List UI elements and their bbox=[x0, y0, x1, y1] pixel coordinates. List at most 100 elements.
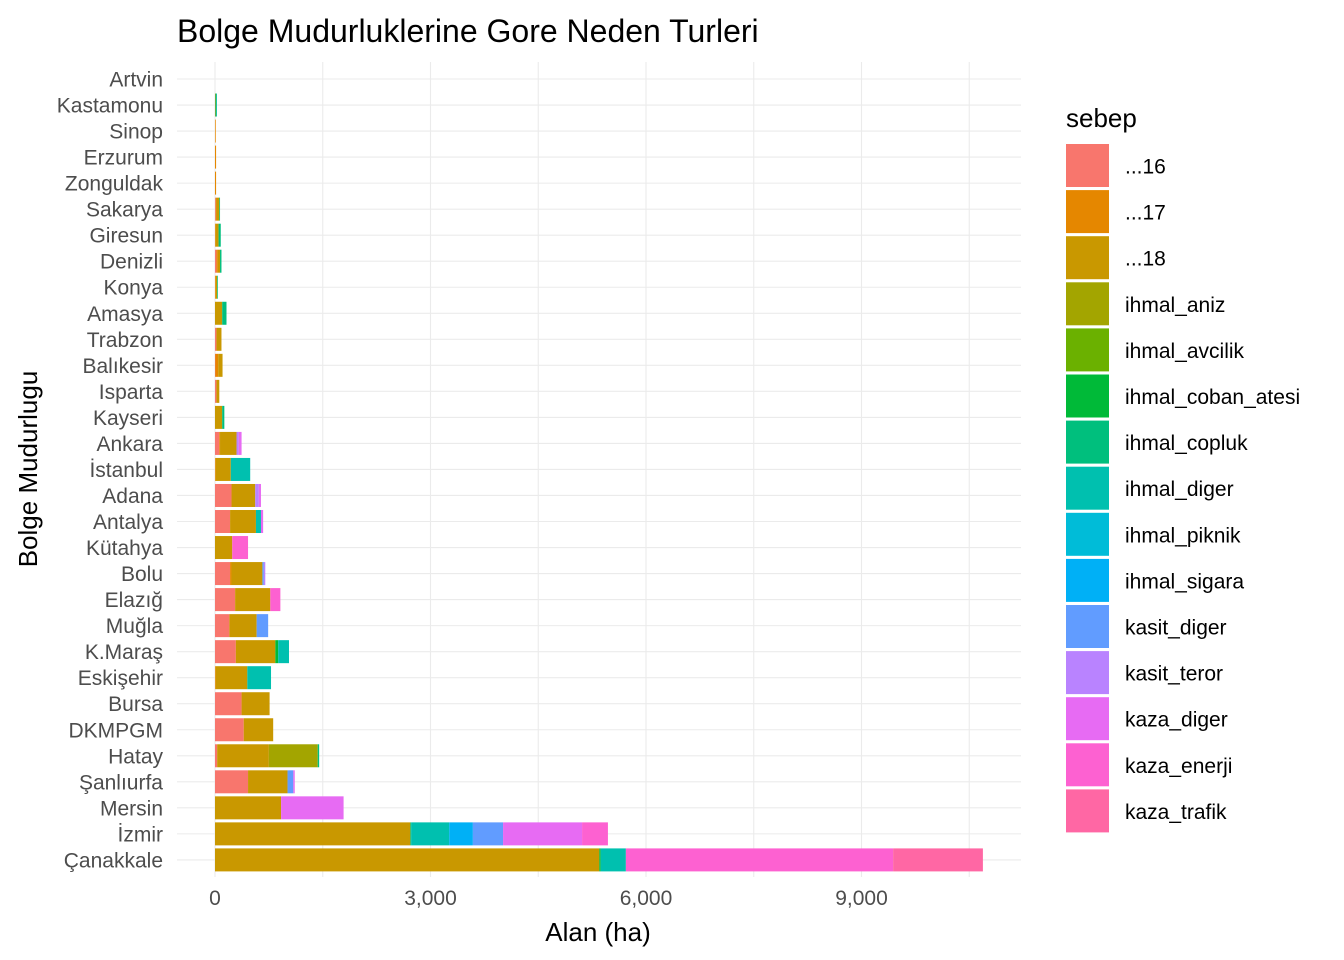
bar-segment-mu-la-kasit-diger bbox=[256, 614, 269, 638]
bar-segment-k-mara-ihmal-coban-atesi bbox=[275, 640, 279, 664]
x-tick-label: 9,000 bbox=[835, 887, 888, 910]
y-tick-label: Mersin bbox=[100, 797, 163, 820]
bar-stack-bal-kesir bbox=[215, 353, 223, 377]
bar-segment-konya-18 bbox=[215, 275, 218, 299]
legend-label: kaza_enerji bbox=[1125, 755, 1232, 778]
bar-segment-i-zmir-kasit-diger bbox=[472, 822, 504, 846]
bar-segment-bal-kesir-16 bbox=[215, 353, 216, 377]
y-axis-title: Bolge Mudurlugu bbox=[13, 371, 43, 568]
bar-stack-antalya bbox=[215, 510, 264, 534]
y-tick-label: Antalya bbox=[93, 511, 163, 534]
y-tick-label: Kütahya bbox=[86, 537, 163, 560]
bar-segment-i-zmir-ihmal-copluk bbox=[410, 822, 412, 846]
legend-item-ihmal-diger: ihmal_diger bbox=[1066, 466, 1234, 510]
y-tick-label: Eskişehir bbox=[78, 667, 163, 690]
bar-segment-anakkale-kaza-trafik bbox=[893, 848, 983, 872]
bar-segment-antalya-16 bbox=[215, 510, 231, 534]
y-tick-label: Adana bbox=[102, 485, 163, 508]
bar-stack-trabzon bbox=[215, 327, 222, 351]
y-tick-label: Sinop bbox=[109, 121, 163, 144]
bar-segment-sakarya-16 bbox=[215, 197, 216, 221]
y-tick-label: Erzurum bbox=[84, 147, 163, 170]
bar-segment-bolu-16 bbox=[215, 562, 231, 586]
bar-segment-elaz-16 bbox=[215, 588, 236, 612]
legend-items: ...16 ...17 ...18 ihmal_aniz ihmal_avcilikih… bbox=[1066, 144, 1300, 833]
bar-stack-giresun bbox=[215, 223, 221, 247]
bar-segment-hatay-ihmal-aniz bbox=[268, 744, 318, 768]
chart-title: Bolge Mudurluklerine Gore Neden Turleri bbox=[177, 13, 759, 49]
bar-stack-adana bbox=[215, 483, 261, 507]
y-tick-label: Sakarya bbox=[86, 199, 163, 222]
y-tick-label: Kayseri bbox=[93, 407, 163, 430]
legend-label: ...17 bbox=[1125, 202, 1166, 225]
bar-segment-hatay-18 bbox=[217, 744, 269, 768]
legend-label: ihmal_piknik bbox=[1125, 524, 1241, 547]
legend-item-17: ...17 bbox=[1066, 190, 1166, 234]
bar-stack-i-stanbul bbox=[215, 457, 251, 481]
bar-stack-elaz bbox=[215, 588, 281, 612]
legend-title: sebep bbox=[1066, 103, 1137, 133]
legend-swatch bbox=[1066, 190, 1109, 234]
legend-item-ihmal-sigara: ihmal_sigara bbox=[1066, 558, 1244, 602]
bar-segment-antalya-kaza-diger bbox=[260, 510, 264, 534]
legend-item-ihmal-copluk: ihmal_copluk bbox=[1066, 420, 1248, 464]
bar-segment-k-mara-ihmal-diger bbox=[278, 640, 289, 664]
bar-segment-eski-ehir-17 bbox=[215, 666, 216, 690]
bar-segment-dkmpgm-18 bbox=[243, 718, 274, 742]
bar-segment-ankara-18 bbox=[220, 431, 237, 455]
legend-label: ihmal_sigara bbox=[1125, 570, 1244, 593]
legend-label: ...16 bbox=[1125, 156, 1166, 179]
bar-segment-i-stanbul-18 bbox=[215, 457, 231, 481]
bar-stack-dkmpgm bbox=[215, 718, 274, 742]
bar-segment-i-stanbul-ihmal-diger bbox=[230, 457, 251, 481]
y-tick-label: Artvin bbox=[109, 69, 163, 92]
y-axis-tick-labels: Artvin Kastamonu Sinop Erzurum Zonguldak Saka… bbox=[57, 69, 164, 873]
bar-stack-sinop bbox=[215, 119, 216, 143]
bar-stack-kayseri bbox=[215, 405, 225, 429]
bar-segment-denizli-17 bbox=[216, 249, 218, 273]
bar-segment-zonguldak-17 bbox=[215, 171, 217, 195]
y-tick-label: Çanakkale bbox=[64, 849, 163, 872]
bar-segment-sakarya-ihmal-copluk bbox=[219, 197, 221, 221]
legend-label: kaza_trafik bbox=[1125, 801, 1227, 824]
legend-label: kasit_teror bbox=[1125, 663, 1223, 686]
legend-label: ihmal_diger bbox=[1125, 478, 1234, 501]
legend-item-ihmal-coban-atesi: ihmal_coban_atesi bbox=[1066, 374, 1300, 418]
bar-segment-k-tahya-18 bbox=[215, 536, 233, 560]
bar-stack-eski-ehir bbox=[215, 666, 272, 690]
bar-segment-bolu-kasit-teror bbox=[263, 562, 266, 586]
bar-segment-k-tahya-kaza-enerji bbox=[232, 536, 249, 560]
bar-segment-elaz-kaza-enerji bbox=[270, 588, 281, 612]
bar-stack-mersin bbox=[215, 796, 344, 820]
bar-stack-denizli bbox=[215, 249, 222, 273]
bar-segment-sakarya-17 bbox=[215, 197, 217, 221]
y-tick-label: Amasya bbox=[87, 303, 163, 326]
legend-item-16: ...16 bbox=[1066, 144, 1166, 187]
legend-swatch bbox=[1066, 466, 1109, 510]
bar-segment-bolu-kasit-diger bbox=[262, 562, 264, 586]
y-tick-label: Balıkesir bbox=[82, 355, 163, 378]
y-tick-label: Ankara bbox=[96, 433, 163, 456]
legend-swatch bbox=[1066, 282, 1109, 326]
bar-segment-adana-kaza-diger bbox=[258, 483, 261, 507]
bar-segment-eski-ehir-ihmal-diger bbox=[247, 666, 272, 690]
legend-swatch bbox=[1066, 420, 1109, 464]
bar-segment-k-mara-18 bbox=[235, 640, 276, 664]
bar-segment-mersin-18 bbox=[215, 796, 282, 820]
bar-segment-hatay-16 bbox=[215, 744, 218, 768]
legend-label: kaza_diger bbox=[1125, 709, 1228, 732]
bar-stack-amasya bbox=[215, 301, 227, 325]
legend: sebep ...16 ...17 ...18 ihmal_aniz ihmal_avc… bbox=[1066, 103, 1300, 833]
bar-segment-amasya-ihmal-copluk bbox=[222, 301, 227, 325]
bar-segment-trabzon-16 bbox=[215, 327, 217, 351]
bar-segment-sinop-17 bbox=[215, 119, 216, 143]
bar-segment-adana-16 bbox=[215, 483, 232, 507]
bar-segment-mu-la-18 bbox=[229, 614, 257, 638]
legend-label: ihmal_coban_atesi bbox=[1125, 386, 1300, 409]
bar-stack-kastamonu bbox=[215, 93, 217, 117]
legend-swatch bbox=[1066, 512, 1109, 556]
y-tick-label: Trabzon bbox=[87, 329, 163, 352]
bar-stack-ankara bbox=[215, 431, 242, 455]
bar-stack-anl-urfa bbox=[215, 770, 295, 794]
